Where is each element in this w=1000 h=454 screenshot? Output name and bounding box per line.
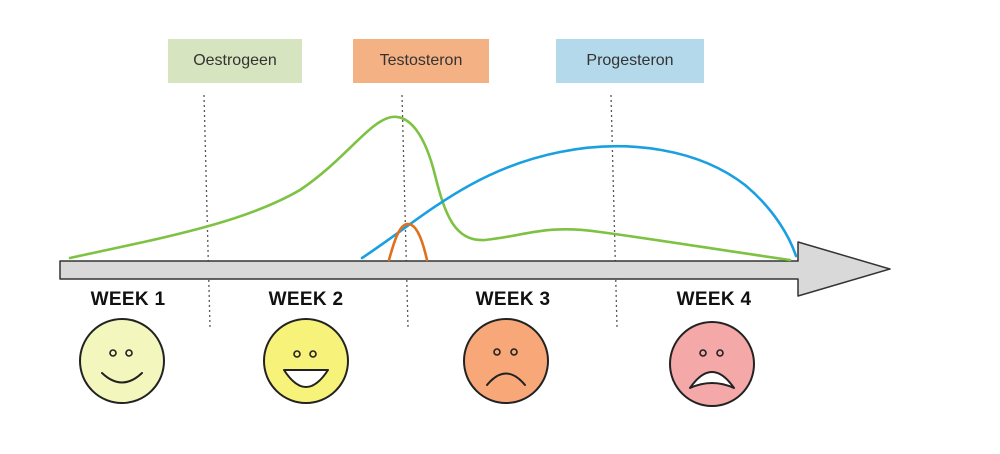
- week-4-label: WEEK 4: [676, 289, 752, 310]
- progesterone-curve: [360, 144, 798, 260]
- oestrogen-label: Oestrogeen: [168, 39, 302, 83]
- separator-line-1: [203, 94, 211, 328]
- progesterone-label: Progesteron: [556, 39, 704, 83]
- week-2-label: WEEK 2: [268, 289, 344, 310]
- face-week-3: [463, 318, 549, 404]
- testosterone-curve: [387, 222, 429, 262]
- week-1-label: WEEK 1: [90, 289, 166, 310]
- timeline-arrow: [59, 241, 891, 297]
- sad-face-icon: [463, 318, 549, 404]
- happy-face-icon: [79, 318, 165, 404]
- separator-line-2: [401, 94, 409, 328]
- face-week-2: [263, 318, 349, 404]
- face-week-4: [669, 321, 755, 407]
- week-3-label: WEEK 3: [475, 289, 551, 310]
- testosterone-label: Testosteron: [353, 39, 489, 83]
- separator-line-3: [610, 94, 618, 328]
- very-sad-face-icon: [669, 321, 755, 407]
- oestrogen-curve: [68, 115, 792, 262]
- very-happy-face-icon: [263, 318, 349, 404]
- face-week-1: [79, 318, 165, 404]
